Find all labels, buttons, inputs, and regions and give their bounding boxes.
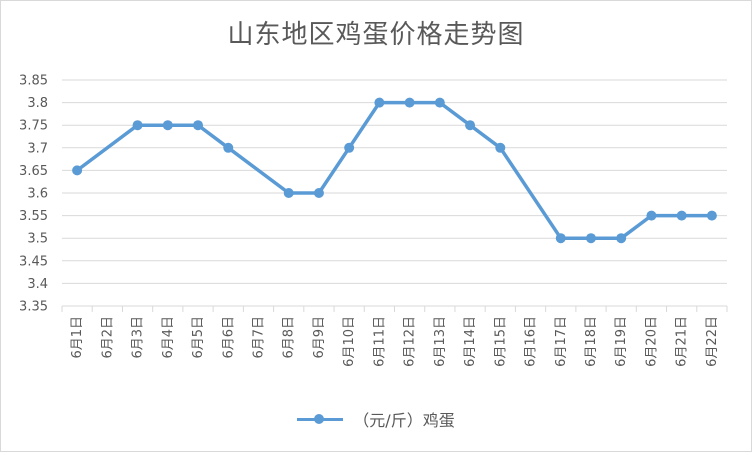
- chart-title: 山东地区鸡蛋价格走势图: [227, 20, 525, 50]
- x-tick-label: 6月20日: [644, 316, 659, 367]
- x-tick-label: 6月19日: [614, 316, 629, 367]
- legend-line-marker-icon: [297, 414, 344, 424]
- x-tick-label: 6月3日: [131, 316, 146, 359]
- y-tick-label: 3.5: [27, 232, 48, 247]
- data-point: [676, 210, 687, 221]
- data-point: [283, 188, 294, 198]
- x-tick-label: 6月18日: [584, 316, 599, 367]
- legend-label: （元/斤）鸡蛋: [353, 411, 455, 430]
- data-point: [313, 188, 324, 198]
- data-point: [495, 142, 506, 153]
- data-point: [374, 97, 385, 108]
- y-axis-ticks: 3.35 3.4 3.45 3.5 3.55 3.6 3.65 3.7 3.75 3.8 3.85: [19, 74, 48, 315]
- x-tick-label: 6月10日: [342, 316, 357, 367]
- y-tick-label: 3.85: [19, 74, 48, 89]
- data-point: [344, 142, 355, 153]
- x-tick-label: 6月22日: [705, 316, 720, 367]
- x-tick-label: 6月9日: [312, 316, 327, 359]
- data-point: [616, 233, 627, 244]
- data-point: [646, 210, 657, 221]
- series-layer: [72, 97, 717, 244]
- x-tick-label: 6月14日: [463, 316, 478, 367]
- data-point: [585, 233, 596, 244]
- x-axis-ticks: 6月1日 6月2日 6月3日 6月4日 6月5日 6月6日 6月7日 6月8日 6月9日 6月10…: [70, 316, 720, 367]
- x-tick-label: 6月4日: [161, 316, 176, 359]
- data-point: [193, 120, 204, 131]
- x-tick-label: 6月17日: [554, 316, 569, 367]
- data-point: [72, 165, 83, 176]
- y-tick-label: 3.45: [19, 254, 48, 269]
- x-tick-label: 6月15日: [493, 316, 508, 367]
- data-point: [555, 233, 566, 244]
- x-tick-label: 6月6日: [221, 316, 236, 359]
- y-tick-label: 3.7: [27, 141, 48, 156]
- x-tick-label: 6月12日: [403, 316, 418, 367]
- y-tick-label: 3.6: [27, 187, 48, 202]
- x-tick-label: 6月2日: [100, 316, 115, 359]
- data-point: [434, 97, 445, 108]
- x-tick-label: 6月8日: [282, 316, 297, 359]
- y-tick-label: 3.55: [19, 209, 48, 224]
- data-point: [162, 120, 173, 131]
- y-tick-label: 3.35: [19, 300, 48, 315]
- y-tick-label: 3.4: [27, 277, 48, 292]
- x-tick-label: 6月1日: [70, 316, 85, 359]
- data-point: [223, 142, 234, 153]
- x-tick-label: 6月5日: [191, 316, 206, 359]
- y-tick-label: 3.8: [27, 96, 48, 111]
- data-point: [465, 120, 476, 131]
- x-tick-label: 6月21日: [675, 316, 690, 367]
- gridlines: [61, 79, 728, 312]
- data-point: [132, 120, 143, 131]
- y-tick-label: 3.65: [19, 164, 48, 179]
- x-tick-label: 6月7日: [251, 316, 266, 359]
- data-point: [404, 97, 415, 108]
- x-tick-label: 6月16日: [524, 316, 539, 367]
- x-tick-label: 6月13日: [433, 316, 448, 367]
- data-point: [706, 210, 717, 221]
- y-tick-label: 3.75: [19, 119, 48, 134]
- x-tick-label: 6月11日: [372, 316, 387, 367]
- legend: （元/斤）鸡蛋: [0, 407, 752, 431]
